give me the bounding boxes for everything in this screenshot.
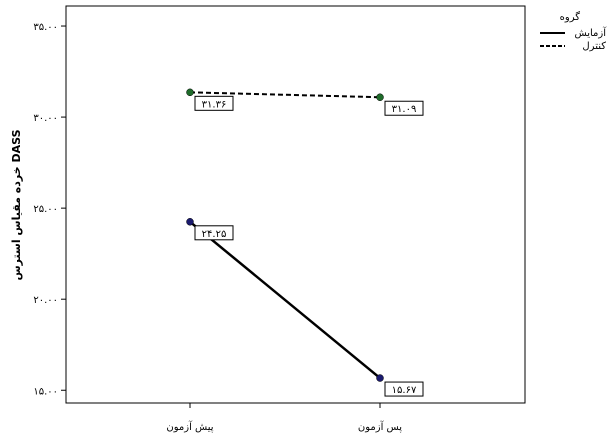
- y-tick-label: ۱۵.۰۰: [33, 386, 58, 397]
- data-label-box: [194, 95, 234, 111]
- plot-frame: [65, 5, 526, 404]
- legend-label-0: آزمایش: [574, 26, 607, 39]
- data-point: [186, 88, 194, 97]
- y-tick-label: ۳۵.۰۰: [33, 22, 58, 33]
- legend-label-1: کنترل: [582, 41, 606, 52]
- data-label: ۲۴.۲۵: [202, 229, 227, 240]
- data-label: ۱۵.۶۷: [392, 385, 417, 396]
- legend: گروه آزمایش کنترل: [540, 11, 607, 52]
- series-layer: ۲۴.۲۵ ۱۵.۶۷ ۳۱.۳۶ ۳۱.۰۹: [186, 88, 424, 397]
- data-label: ۳۱.۳۶: [202, 99, 227, 110]
- data-point: [376, 93, 384, 101]
- legend-title: گروه: [560, 11, 581, 23]
- x-tick-label: پیش آزمون: [166, 420, 213, 433]
- x-axis: پیش آزمون پس آزمون: [166, 403, 402, 433]
- y-axis: ۱۵.۰۰ ۲۰.۰۰ ۲۵.۰۰ ۳۰.۰۰ ۳۵.۰۰: [33, 22, 66, 397]
- data-label-box: [384, 381, 424, 397]
- data-label: ۳۱.۰۹: [392, 104, 417, 115]
- x-tick-label: پس آزمون: [358, 420, 402, 433]
- data-label-box: [384, 100, 424, 116]
- y-tick-label: ۲۰.۰۰: [33, 295, 58, 306]
- data-point: [186, 218, 194, 226]
- data-point: [376, 374, 384, 382]
- y-axis-title: خرده مقیاس استرس DASS: [10, 129, 23, 280]
- y-tick-label: ۲۵.۰۰: [33, 204, 58, 215]
- data-label-box: [194, 225, 234, 241]
- y-tick-label: ۳۰.۰۰: [33, 113, 58, 124]
- series-line-0: [189, 220, 381, 380]
